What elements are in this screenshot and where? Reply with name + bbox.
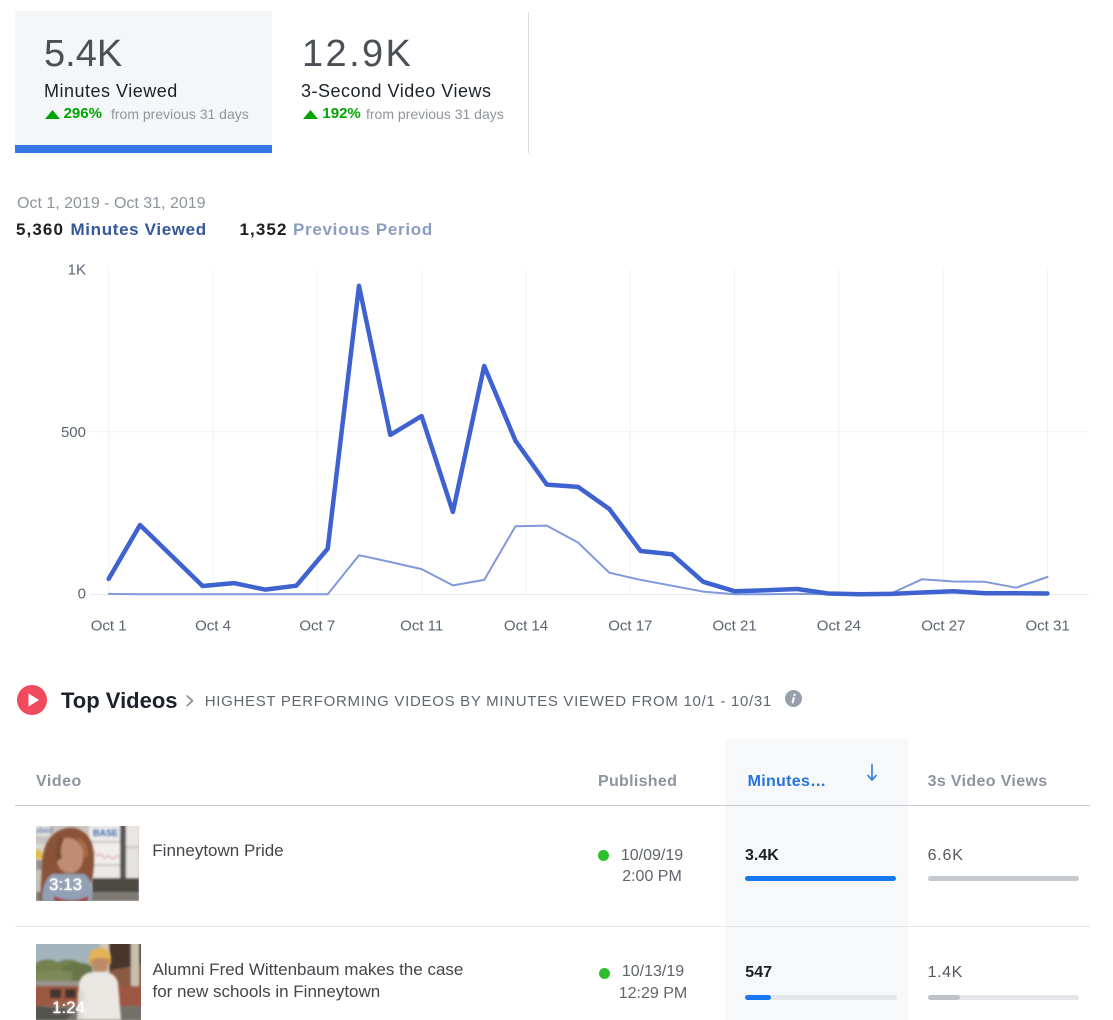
svg-text:0: 0 bbox=[78, 586, 86, 603]
svg-text:BASE: BASE bbox=[93, 828, 118, 838]
svg-text:1:24: 1:24 bbox=[52, 998, 85, 1017]
svg-text:Oct 4: Oct 4 bbox=[195, 617, 231, 634]
svg-text:3:13: 3:13 bbox=[49, 875, 82, 894]
svg-text:Oct 17: Oct 17 bbox=[608, 617, 652, 634]
svg-text:Oct 31: Oct 31 bbox=[1026, 617, 1070, 634]
svg-text:1K: 1K bbox=[68, 262, 86, 279]
svg-text:Oct 1: Oct 1 bbox=[91, 617, 127, 634]
svg-text:Oct 14: Oct 14 bbox=[504, 617, 548, 634]
svg-text:Oct 7: Oct 7 bbox=[299, 617, 335, 634]
svg-text:3:13: 3:13 bbox=[49, 875, 82, 894]
svg-text:Oct 24: Oct 24 bbox=[817, 617, 861, 634]
svg-text:ubed: ubed bbox=[36, 826, 53, 835]
svg-text:Oct 21: Oct 21 bbox=[713, 617, 757, 634]
svg-text:500: 500 bbox=[61, 424, 86, 441]
svg-text:Oct 11: Oct 11 bbox=[400, 617, 443, 634]
svg-text:1:24: 1:24 bbox=[52, 998, 85, 1017]
svg-text:Oct 27: Oct 27 bbox=[921, 617, 965, 634]
